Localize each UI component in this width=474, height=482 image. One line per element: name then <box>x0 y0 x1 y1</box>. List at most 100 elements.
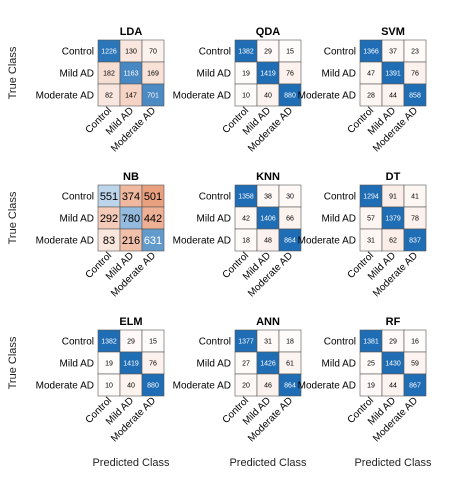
matrix-cell <box>403 373 427 397</box>
cell-value: 501 <box>144 191 162 203</box>
matrix-cell <box>278 228 302 252</box>
matrix-cell <box>141 373 165 397</box>
cell-value: 41 <box>411 194 419 201</box>
row-label: Mild AD <box>322 69 356 80</box>
cell-value: 31 <box>367 238 375 245</box>
confusion-matrix-dt: DT 1294 91 41 57 1379 78 31 62 837 Control Mild AD M… <box>298 171 427 299</box>
cell-value: 44 <box>389 93 397 100</box>
cell-value: 47 <box>367 71 375 78</box>
cell-value: 82 <box>105 93 113 100</box>
cell-value: 130 <box>125 49 137 56</box>
cell-value: 1379 <box>385 216 401 223</box>
cell-value: 57 <box>367 216 375 223</box>
cell-value: 83 <box>103 235 115 247</box>
row-label: Moderate AD <box>173 236 231 247</box>
cell-value: 78 <box>411 216 419 223</box>
matrix-cell <box>141 228 165 252</box>
confusion-matrix-lda: LDA 1226 130 70 182 1163 169 82 147 701 Control Mil… <box>36 26 165 154</box>
cell-value: 44 <box>389 383 397 390</box>
cell-value: 48 <box>264 238 272 245</box>
matrix-cell <box>278 373 302 397</box>
cell-value: 292 <box>100 213 118 225</box>
row-label: Mild AD <box>197 214 231 225</box>
cell-value: 31 <box>264 339 272 346</box>
cell-value: 374 <box>122 191 140 203</box>
row-label: Control <box>324 192 356 203</box>
cell-value: 30 <box>286 194 294 201</box>
matrix-cell <box>403 228 427 252</box>
row-label: Moderate AD <box>36 381 94 392</box>
row-label: Control <box>62 192 94 203</box>
row-label: Mild AD <box>197 359 231 370</box>
row-label: Mild AD <box>60 69 94 80</box>
row-label: Moderate AD <box>298 381 356 392</box>
row-label: Moderate AD <box>36 236 94 247</box>
cell-value: 10 <box>105 383 113 390</box>
row-label: Control <box>199 47 231 58</box>
row-label: Moderate AD <box>173 91 231 102</box>
cell-value: 20 <box>242 383 250 390</box>
row-label: Moderate AD <box>36 91 94 102</box>
panel-title: DT <box>386 171 401 183</box>
cell-value: 16 <box>411 339 419 346</box>
cell-value: 551 <box>100 191 118 203</box>
row-label: Mild AD <box>60 359 94 370</box>
cell-value: 46 <box>264 383 272 390</box>
cell-value: 29 <box>264 49 272 56</box>
cell-value: 38 <box>264 194 272 201</box>
cell-value: 147 <box>125 93 137 100</box>
panel-title: LDA <box>120 26 143 38</box>
cell-value: 62 <box>389 238 397 245</box>
row-label: Control <box>199 337 231 348</box>
cell-value: 29 <box>127 339 135 346</box>
y-axis-title: True Class <box>7 191 19 244</box>
cell-value: 1430 <box>385 361 401 368</box>
cell-value: 18 <box>242 238 250 245</box>
cell-value: 40 <box>127 383 135 390</box>
cell-value: 1226 <box>101 49 117 56</box>
cell-value: 28 <box>367 93 375 100</box>
cell-value: 864 <box>284 383 296 390</box>
cell-value: 59 <box>411 361 419 368</box>
cell-value: 169 <box>147 71 159 78</box>
panel-title: RF <box>386 316 401 328</box>
confusion-matrix-rf: RF 1381 29 16 25 1430 59 19 44 867 Control Mild AD M… <box>298 316 427 444</box>
cell-value: 37 <box>389 49 397 56</box>
x-axis-title: Predicted Class <box>92 457 170 469</box>
cell-value: 867 <box>409 383 421 390</box>
panel-title: KNN <box>256 171 280 183</box>
row-label: Control <box>62 47 94 58</box>
cell-value: 19 <box>367 383 375 390</box>
cell-value: 61 <box>286 361 294 368</box>
row-label: Mild AD <box>322 359 356 370</box>
panel-title: ELM <box>119 316 142 328</box>
cell-value: 76 <box>411 71 419 78</box>
cell-value: 19 <box>242 71 250 78</box>
cell-value: 10 <box>242 93 250 100</box>
cell-value: 1382 <box>101 339 117 346</box>
cell-value: 216 <box>122 235 140 247</box>
row-label: Control <box>324 337 356 348</box>
y-axis-title: True Class <box>7 46 19 99</box>
cell-value: 631 <box>144 235 162 247</box>
cell-value: 18 <box>286 339 294 346</box>
cell-value: 880 <box>284 93 296 100</box>
row-label: Control <box>199 192 231 203</box>
cell-value: 780 <box>122 213 140 225</box>
cell-value: 29 <box>389 339 397 346</box>
cell-value: 1419 <box>260 71 276 78</box>
cell-value: 91 <box>389 194 397 201</box>
cell-value: 76 <box>149 361 157 368</box>
cell-value: 1358 <box>238 194 254 201</box>
cell-value: 23 <box>411 49 419 56</box>
cell-value: 42 <box>242 216 250 223</box>
row-label: Moderate AD <box>173 381 231 392</box>
cell-value: 858 <box>409 93 421 100</box>
row-label: Mild AD <box>197 69 231 80</box>
cell-value: 19 <box>105 361 113 368</box>
matrix-cell <box>403 83 427 107</box>
matrix-cell <box>141 83 165 107</box>
row-label: Moderate AD <box>298 236 356 247</box>
cell-value: 1406 <box>260 216 276 223</box>
